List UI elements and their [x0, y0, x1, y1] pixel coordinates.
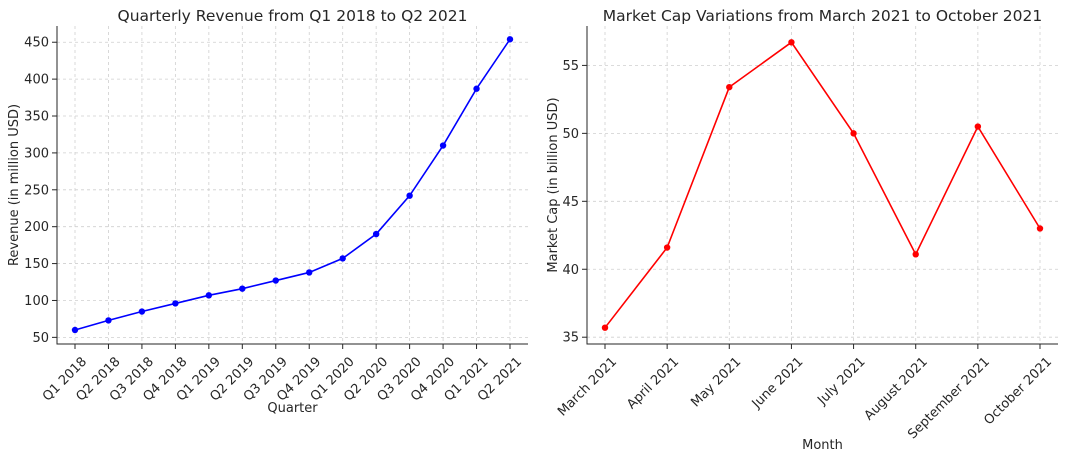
- market-cap-data-point: [974, 123, 982, 130]
- market-cap-data-point: [912, 251, 919, 258]
- y-tick-label: 150: [24, 257, 49, 272]
- market-cap-axes: [586, 26, 1058, 345]
- revenue-data-point: [105, 317, 112, 324]
- revenue-data-point: [439, 142, 447, 149]
- market-cap-data-point: [788, 39, 795, 46]
- y-tick-label: 100: [24, 294, 49, 309]
- revenue-data-point: [473, 85, 480, 92]
- market-cap-data-point: [726, 83, 733, 91]
- revenue-data-point: [306, 269, 313, 276]
- market-cap-y-axis-label: Market Cap (in billion USD): [546, 97, 561, 272]
- market-cap-data-point: [601, 324, 609, 331]
- y-tick-label: 40: [562, 263, 579, 278]
- y-tick-label: 400: [24, 73, 49, 88]
- y-tick-label: 250: [24, 183, 49, 198]
- revenue-data-point: [272, 277, 279, 284]
- revenue-data-point: [239, 285, 246, 292]
- y-tick-label: 35: [562, 331, 579, 346]
- y-tick-label: 55: [562, 59, 579, 74]
- x-tick-label: May 2021: [688, 354, 744, 410]
- revenue-data-point: [172, 300, 179, 307]
- revenue-data-point: [205, 292, 213, 299]
- revenue-data-point: [71, 326, 79, 334]
- revenue-y-axis-label: Revenue (in million USD): [7, 104, 22, 266]
- revenue-chart-title: Quarterly Revenue from Q1 2018 to Q2 202…: [118, 7, 468, 25]
- y-tick-label: 300: [24, 146, 49, 161]
- market-cap-data-point: [850, 130, 857, 137]
- revenue-data-point: [406, 192, 413, 199]
- market-cap-data-point: [1036, 225, 1044, 232]
- x-tick-label: July 2021: [814, 354, 868, 408]
- market-cap-data-point: [663, 244, 671, 251]
- revenue-data-point: [138, 308, 146, 315]
- revenue-data-point: [339, 255, 346, 262]
- revenue-x-axis-label: Quarter: [267, 401, 318, 416]
- market-cap-series-line: [604, 41, 1041, 329]
- y-tick-label: 200: [24, 220, 49, 235]
- y-tick-label: 50: [562, 127, 579, 142]
- revenue-axes: [56, 26, 528, 345]
- revenue-data-point: [372, 230, 380, 238]
- y-tick-label: 350: [24, 110, 49, 125]
- x-tick-label: April 2021: [624, 354, 682, 412]
- market-cap-x-axis-label: Month: [802, 438, 843, 453]
- y-tick-label: 45: [562, 195, 579, 210]
- y-tick-label: 50: [32, 331, 49, 346]
- x-tick-label: August 2021: [862, 354, 931, 423]
- market-cap-chart-title: Market Cap Variations from March 2021 to…: [603, 7, 1043, 25]
- x-tick-label: June 2021: [749, 354, 807, 412]
- x-tick-label: March 2021: [555, 354, 620, 419]
- y-tick-label: 450: [24, 36, 49, 51]
- revenue-data-point: [506, 36, 514, 43]
- revenue-series-line: [74, 38, 511, 331]
